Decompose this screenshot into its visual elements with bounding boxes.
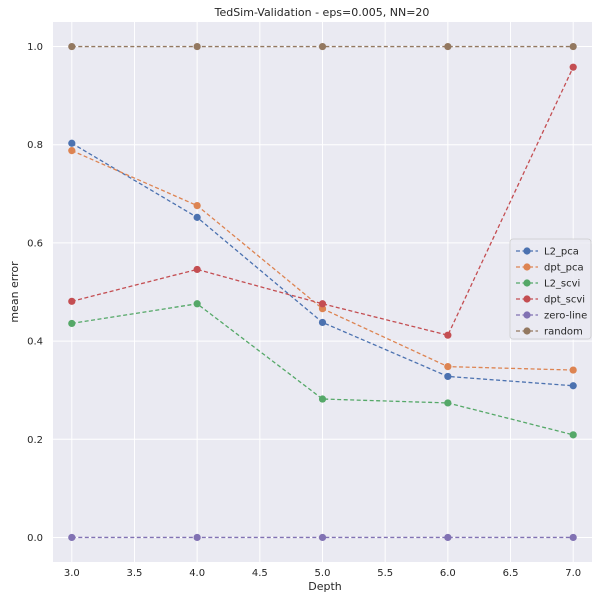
x-tick-label: 3.0 bbox=[64, 568, 80, 579]
legend-item-dpt_scvi: dpt_scvi bbox=[516, 295, 585, 306]
data-point bbox=[318, 533, 327, 542]
series-L2_scvi bbox=[68, 300, 577, 439]
data-point bbox=[68, 319, 76, 328]
data-point bbox=[193, 42, 201, 51]
data-point bbox=[68, 139, 76, 147]
data-point bbox=[569, 533, 577, 542]
data-point bbox=[569, 366, 577, 374]
x-tick-label: 5.0 bbox=[315, 568, 331, 579]
series-L2_pca bbox=[68, 139, 577, 390]
legend-marker bbox=[523, 247, 531, 255]
data-point bbox=[193, 213, 201, 221]
x-tick-label: 6.0 bbox=[440, 568, 456, 579]
data-point bbox=[569, 63, 577, 71]
data-point bbox=[569, 382, 577, 390]
x-tick-label: 4.5 bbox=[252, 568, 268, 579]
data-point bbox=[318, 318, 327, 327]
chart-title: TedSim-Validation - eps=0.005, NN=20 bbox=[214, 6, 430, 19]
data-point bbox=[569, 431, 577, 439]
data-point bbox=[318, 300, 327, 308]
x-axis-label: Depth bbox=[308, 580, 342, 592]
tick-labels: 3.0 3.5 4.0 4.5 5.0 5.5 6.0 6.5 7.0 0.0 0.2 0.4 0.6 0… bbox=[27, 42, 581, 579]
data-point bbox=[193, 202, 201, 210]
legend-item-zero-line: zero-line bbox=[516, 311, 587, 322]
legend-item-L2_pca: L2_pca bbox=[516, 247, 579, 258]
legend: L2_pca dpt_pca L2_scvi dpt_scvi zero-line ran… bbox=[509, 238, 592, 340]
legend-label: dpt_pca bbox=[544, 263, 584, 274]
data-point bbox=[68, 533, 76, 542]
data-point bbox=[444, 372, 452, 381]
legend-item-random: random bbox=[516, 327, 583, 338]
x-tick-label: 7.0 bbox=[565, 568, 581, 579]
y-axis-label: mean error bbox=[8, 261, 21, 323]
series-layer bbox=[68, 42, 577, 542]
legend-label: random bbox=[544, 327, 583, 338]
data-point bbox=[444, 533, 452, 542]
legend-marker bbox=[523, 327, 531, 335]
y-tick-label: 0.0 bbox=[27, 533, 43, 544]
legend-label: dpt_scvi bbox=[544, 295, 585, 306]
data-point bbox=[68, 42, 76, 51]
data-point bbox=[68, 147, 76, 155]
legend-item-dpt_pca: dpt_pca bbox=[516, 263, 584, 274]
series-dpt_scvi bbox=[68, 63, 577, 339]
data-point bbox=[444, 399, 452, 407]
data-point bbox=[444, 363, 452, 371]
x-tick-label: 5.5 bbox=[377, 568, 393, 579]
data-point bbox=[318, 42, 327, 51]
y-tick-label: 0.4 bbox=[27, 337, 43, 348]
series-dpt_pca bbox=[68, 147, 577, 374]
y-tick-label: 0.6 bbox=[27, 238, 43, 249]
legend-label: zero-line bbox=[544, 311, 587, 322]
data-point bbox=[193, 533, 201, 542]
data-point bbox=[318, 395, 327, 403]
legend-marker bbox=[523, 279, 531, 287]
series-line bbox=[71, 66, 574, 336]
y-tick-label: 1.0 bbox=[27, 42, 43, 53]
x-tick-label: 3.5 bbox=[127, 568, 143, 579]
legend-item-L2_scvi: L2_scvi bbox=[516, 279, 580, 290]
series-random bbox=[68, 42, 577, 51]
legend-label: L2_scvi bbox=[544, 279, 580, 290]
legend-label: L2_pca bbox=[544, 247, 579, 258]
legend-marker bbox=[523, 295, 531, 303]
x-tick-label: 4.0 bbox=[189, 568, 205, 579]
data-point bbox=[68, 297, 76, 305]
data-point bbox=[193, 300, 201, 308]
series-line bbox=[71, 303, 574, 436]
data-point bbox=[569, 42, 577, 51]
legend-marker bbox=[523, 263, 531, 271]
legend-marker bbox=[523, 311, 531, 319]
series-zero-line bbox=[68, 533, 577, 542]
y-tick-label: 0.8 bbox=[27, 140, 43, 151]
x-tick-label: 6.5 bbox=[503, 568, 519, 579]
data-point bbox=[444, 331, 452, 339]
data-point bbox=[444, 42, 452, 51]
y-tick-label: 0.2 bbox=[27, 435, 43, 446]
data-point bbox=[193, 265, 201, 274]
